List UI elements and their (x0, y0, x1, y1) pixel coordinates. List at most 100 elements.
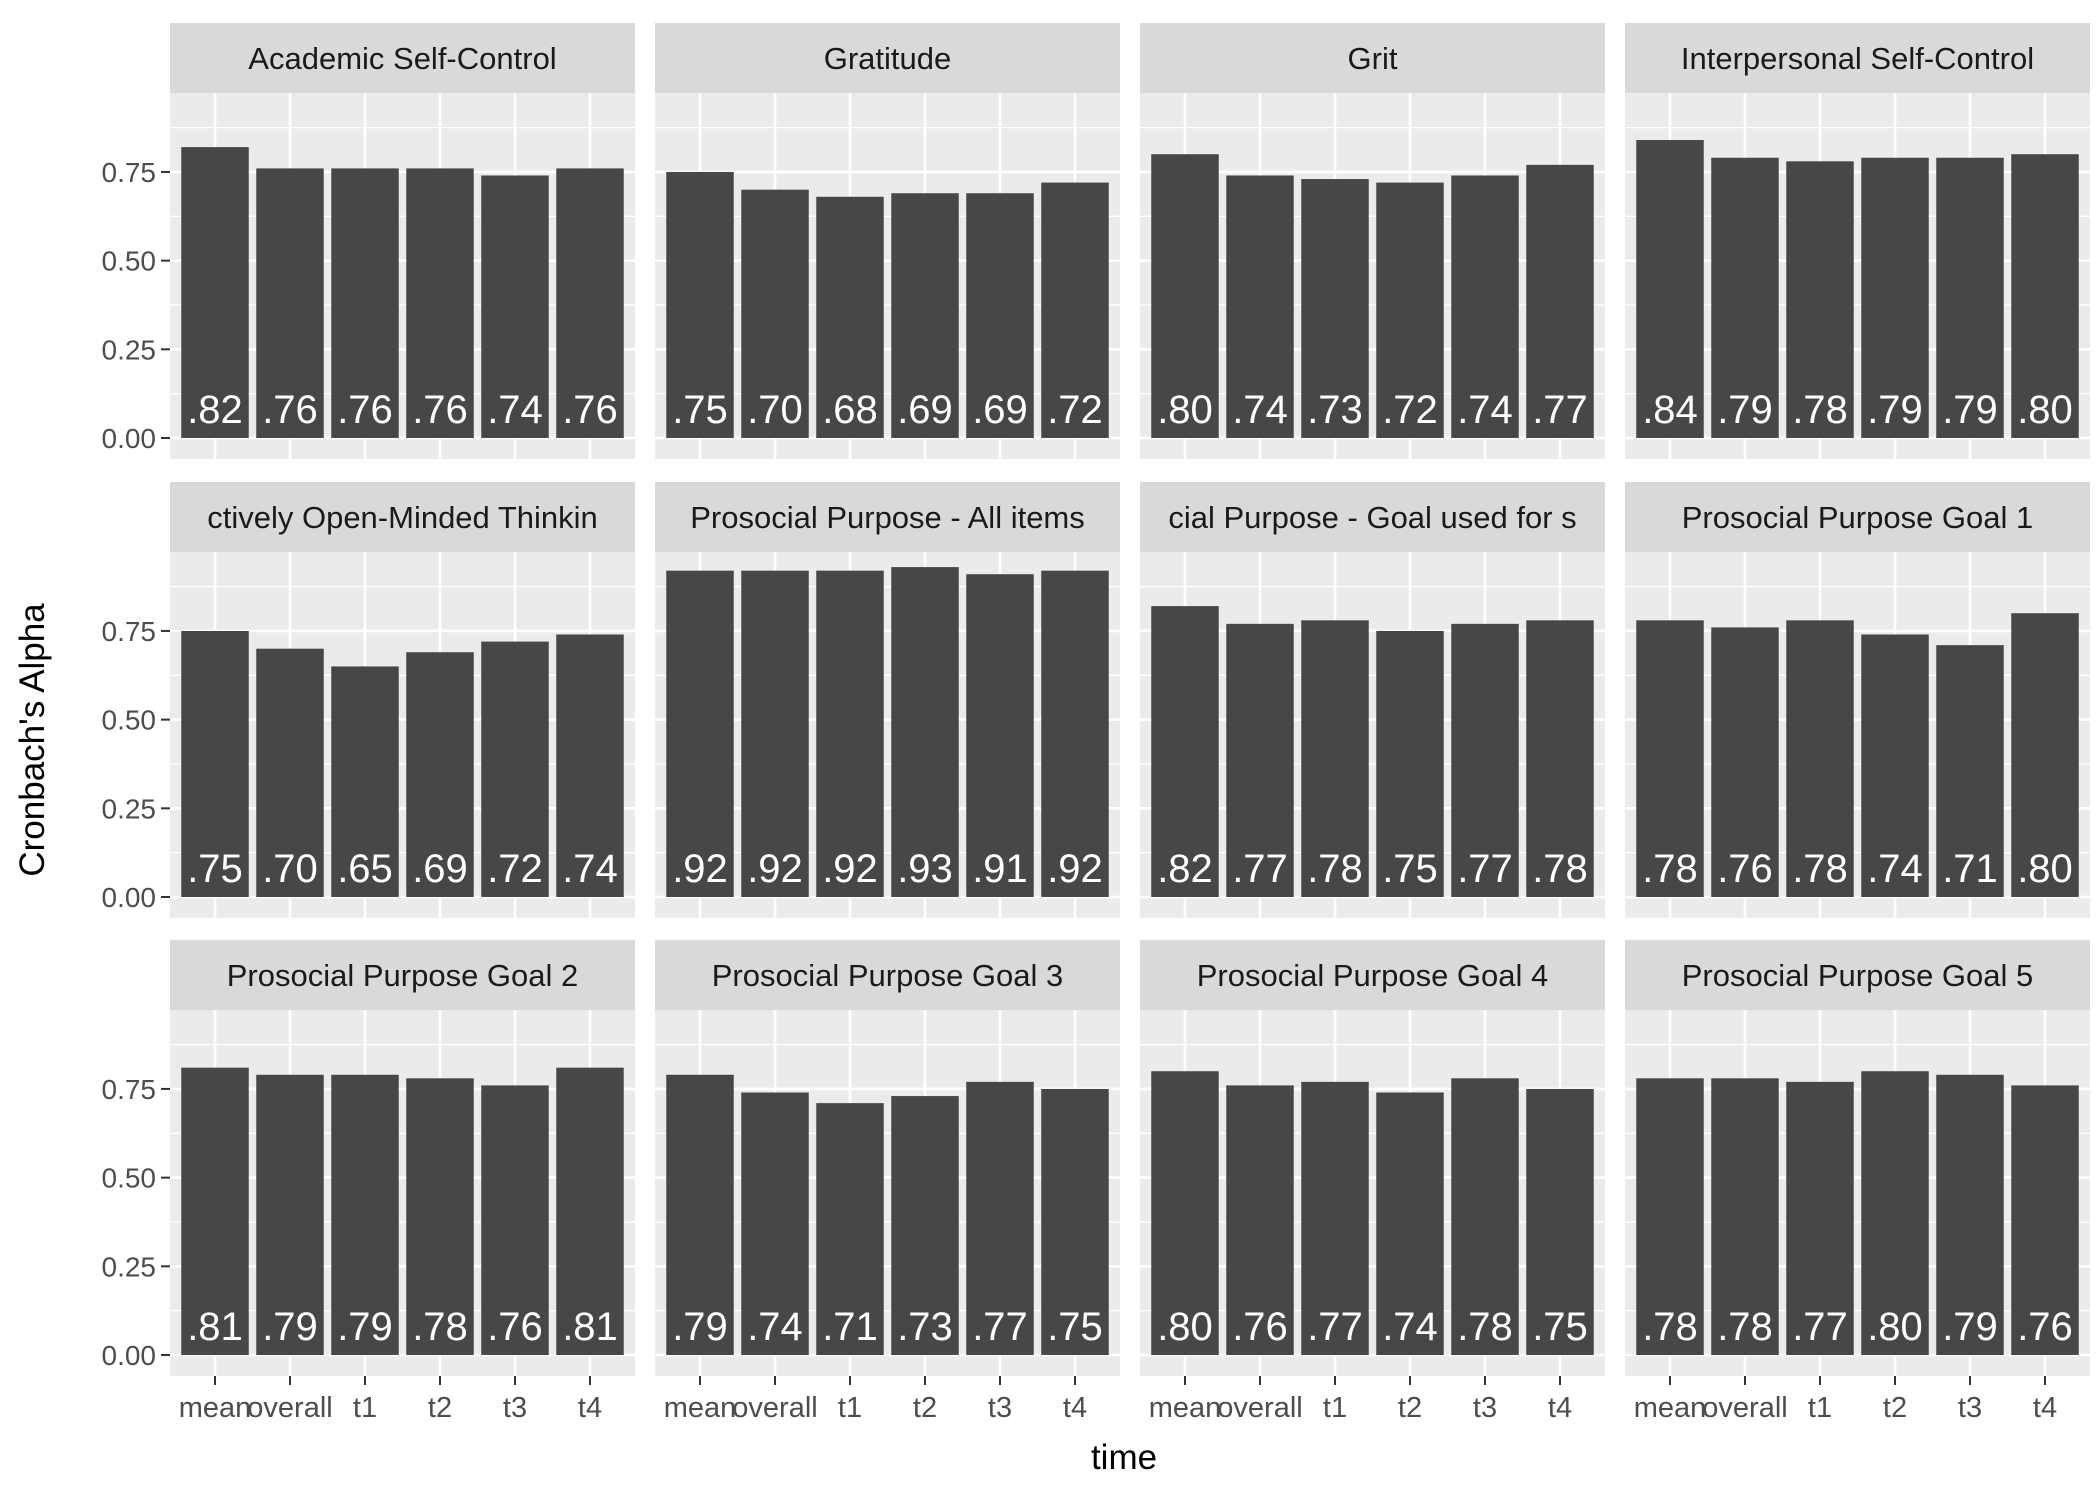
bar-value-label: .73 (897, 1305, 953, 1349)
x-tick-label: t1 (353, 1392, 377, 1424)
facet-title: Prosocial Purpose - All items (690, 500, 1085, 535)
bar-value-label: .72 (1047, 388, 1103, 432)
bar (1786, 620, 1854, 897)
bar-value-label: .78 (1532, 847, 1588, 891)
facet-title: cial Purpose - Goal used for s (1168, 500, 1576, 535)
bar (2011, 613, 2079, 897)
bar-value-label: .72 (1382, 388, 1438, 432)
x-tick-label: mean (179, 1392, 252, 1424)
bar (256, 648, 324, 897)
bar-value-label: .77 (1532, 388, 1588, 432)
bar (1151, 1071, 1219, 1355)
facet-panel: Prosocial Purpose Goal 1 .78 .76 .78 .74 .71.… (1625, 482, 2090, 918)
bar (816, 196, 884, 438)
x-tick-label: t2 (428, 1392, 452, 1424)
bar-value-label: .69 (972, 388, 1028, 432)
x-tick-label: t3 (503, 1392, 527, 1424)
bar (406, 168, 474, 438)
bar (1451, 623, 1519, 897)
bar (891, 1096, 959, 1355)
bar-value-label: .75 (1382, 847, 1438, 891)
x-tick-label: t4 (2033, 1392, 2057, 1424)
bar-value-label: .68 (822, 388, 878, 432)
bar-value-label: .81 (562, 1305, 618, 1349)
x-tick-label: overall (732, 1392, 817, 1424)
bar-value-label: .77 (972, 1305, 1028, 1349)
bar (331, 168, 399, 438)
bar (1301, 1081, 1369, 1355)
bar-value-label: .81 (187, 1305, 243, 1349)
bar-value-label: .74 (1382, 1305, 1438, 1349)
bar-value-label: .78 (1457, 1305, 1513, 1349)
x-tick-label: t1 (1323, 1392, 1347, 1424)
y-tick-label: 0.25 (102, 334, 157, 365)
facet-panel: Academic Self-Control .82 .76 .76 .76 .74 .76 0… (102, 23, 635, 459)
facet-title: Prosocial Purpose Goal 4 (1197, 958, 1549, 993)
facet-panel: Interpersonal Self-Control .84 .79 .78 .79 .7… (1625, 23, 2090, 459)
bar-value-label: .76 (1232, 1305, 1288, 1349)
bar (891, 567, 959, 897)
bar-value-label: .79 (1867, 388, 1923, 432)
x-tick-label: t2 (1398, 1392, 1422, 1424)
y-axis-title: Cronbach's Alpha (13, 603, 52, 877)
x-tick-label: overall (247, 1392, 332, 1424)
bar (256, 168, 324, 438)
x-tick-label: t3 (1473, 1392, 1497, 1424)
bar-value-label: .74 (562, 847, 618, 891)
bar (1376, 1092, 1444, 1355)
x-tick-label: t4 (578, 1392, 602, 1424)
bar (481, 641, 549, 897)
facet-title: Interpersonal Self-Control (1681, 41, 2034, 76)
bar (1526, 620, 1594, 897)
facet-strip (1140, 940, 1605, 1010)
facet-strip (1625, 23, 2090, 93)
bar-value-label: .74 (1232, 388, 1288, 432)
x-tick-label: mean (664, 1392, 737, 1424)
bar (1711, 627, 1779, 897)
bar (556, 1067, 624, 1355)
facet-title: Prosocial Purpose Goal 3 (712, 958, 1064, 993)
x-tick-label: t3 (988, 1392, 1012, 1424)
bar-value-label: .80 (2017, 388, 2073, 432)
bar (1861, 157, 1929, 439)
x-tick-label: overall (1702, 1392, 1787, 1424)
bar (1936, 157, 2004, 439)
x-tick-label: t4 (1063, 1392, 1087, 1424)
facet-panel: ctively Open-Minded Thinkin .75 .70 .65 .69.… (102, 482, 635, 918)
bar-value-label: .78 (1717, 1305, 1773, 1349)
bar-value-label: .75 (1532, 1305, 1588, 1349)
bar-value-label: .93 (897, 847, 953, 891)
bar-value-label: .80 (1157, 1305, 1213, 1349)
bar-value-label: .65 (337, 847, 393, 891)
facet-title: Grit (1348, 41, 1398, 76)
x-tick-label: t3 (1958, 1392, 1982, 1424)
bar (556, 634, 624, 897)
bar (406, 1078, 474, 1355)
x-tick-label: mean (1149, 1392, 1222, 1424)
bar (1786, 1081, 1854, 1355)
bar-value-label: .74 (1867, 847, 1923, 891)
y-tick-label: 0.75 (102, 157, 157, 188)
bar (666, 171, 734, 438)
facet-strip (170, 482, 635, 552)
bar (1936, 645, 2004, 897)
bar-value-label: .76 (1717, 847, 1773, 891)
bar (1861, 1071, 1929, 1355)
x-tick-label: t2 (913, 1392, 937, 1424)
bar-value-label: .92 (1047, 847, 1103, 891)
bar (331, 666, 399, 897)
bar (1636, 620, 1704, 897)
bar-value-label: .75 (187, 847, 243, 891)
facet-strip (170, 940, 635, 1010)
bar (1041, 570, 1109, 897)
bar-value-label: .92 (747, 847, 803, 891)
y-tick-label: 0.25 (102, 793, 157, 824)
bar-value-label: .79 (672, 1305, 728, 1349)
y-tick-label: 0.00 (102, 423, 157, 454)
bar-value-label: .78 (1792, 388, 1848, 432)
bar (966, 1081, 1034, 1355)
facet-panel: Grit .80 .74 .73 .72 .74 .77 (1140, 23, 1605, 459)
bar-value-label: .78 (412, 1305, 468, 1349)
bar (1376, 182, 1444, 438)
